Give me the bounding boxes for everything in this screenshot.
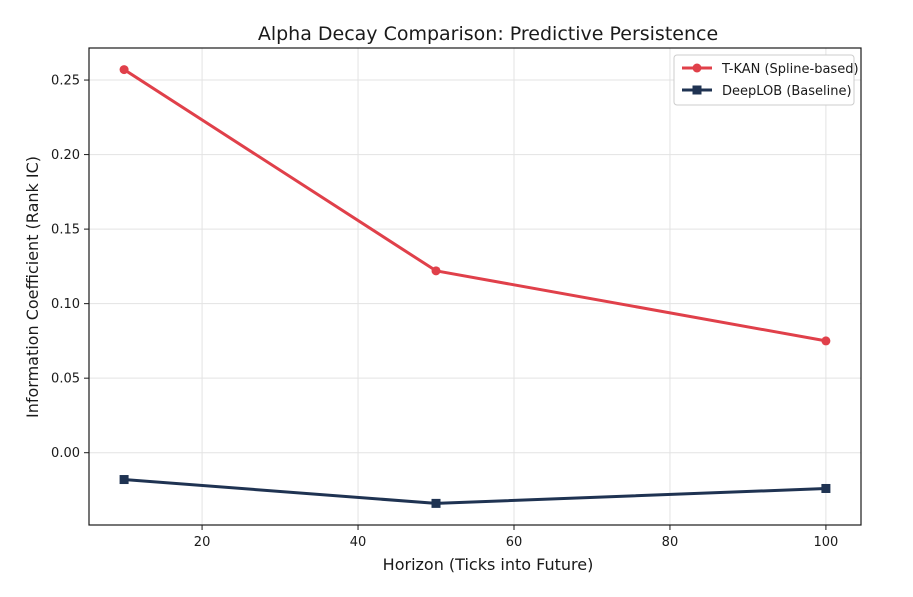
data-point-deeplob — [119, 475, 129, 485]
y-tick-label: 0.20 — [51, 148, 80, 163]
data-point-deeplob — [821, 483, 831, 493]
x-tick-label: 40 — [350, 535, 367, 550]
y-tick-label: 0.00 — [51, 446, 80, 461]
y-tick-label: 0.10 — [51, 297, 80, 312]
x-tick-label: 20 — [194, 535, 211, 550]
y-tick-label: 0.05 — [51, 372, 80, 387]
plot-series — [119, 65, 831, 508]
legend-marker-tkan — [692, 63, 702, 73]
legend-label-deeplob: DeepLOB (Baseline) — [722, 84, 852, 99]
legend-marker-deeplob — [692, 85, 702, 95]
legend-label-tkan: T-KAN (Spline-based) — [721, 62, 859, 77]
y-axis-label: Information Coefficient (Rank IC) — [23, 156, 42, 418]
chart-title: Alpha Decay Comparison: Predictive Persi… — [258, 23, 718, 45]
data-point-tkan — [431, 266, 441, 276]
y-axis-ticks: 0.00 0.05 0.10 0.15 0.20 0.25 — [51, 74, 89, 461]
y-tick-label: 0.25 — [51, 74, 80, 89]
plot-frame — [88, 47, 862, 526]
legend: T-KAN (Spline-based) DeepLOB (Baseline) — [673, 54, 859, 106]
y-tick-label: 0.15 — [51, 223, 80, 238]
data-point-deeplob — [431, 498, 441, 508]
x-axis-label: Horizon (Ticks into Future) — [383, 555, 594, 574]
x-axis-ticks: 20 40 60 80 100 — [194, 525, 838, 550]
legend-box — [673, 54, 855, 106]
x-tick-label: 100 — [813, 535, 838, 550]
data-point-tkan — [119, 65, 129, 75]
data-point-tkan — [821, 336, 831, 346]
x-tick-label: 60 — [506, 535, 523, 550]
x-tick-label: 80 — [662, 535, 679, 550]
